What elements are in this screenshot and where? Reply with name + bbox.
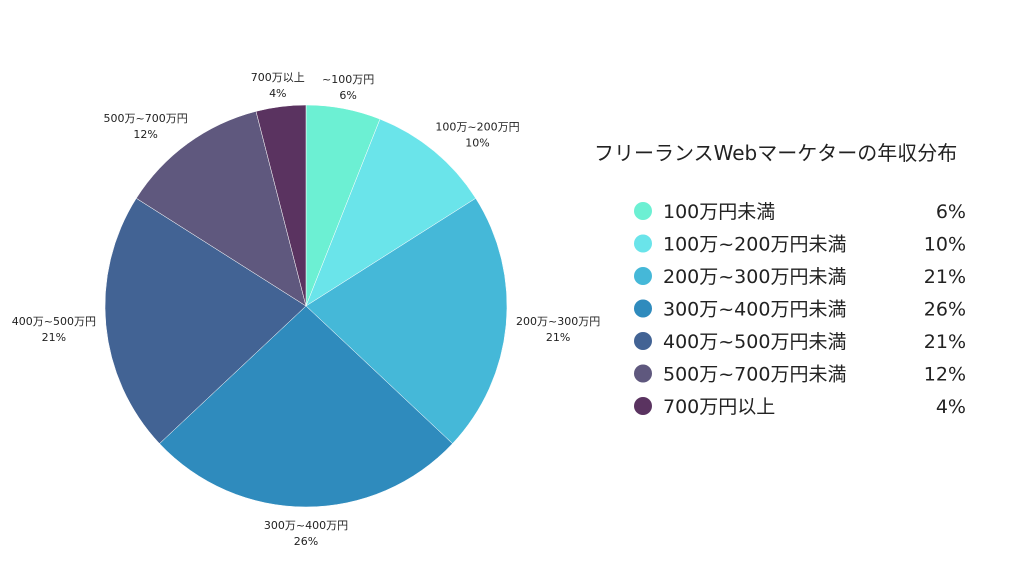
- slice-value-label: 6%: [339, 89, 356, 102]
- legend-swatch: [634, 364, 652, 383]
- pie-slices: [104, 104, 508, 508]
- legend-title: フリーランスWebマーケターの年収分布: [594, 141, 957, 165]
- pie-slice: [305, 197, 508, 444]
- slice-category-label: ~100万円: [322, 73, 374, 86]
- pie-slice: [305, 118, 477, 307]
- slice-value-label: 21%: [42, 331, 66, 344]
- legend-label: 400万~500万円未満: [663, 331, 846, 353]
- slice-value-label: 10%: [465, 137, 489, 150]
- legend-label: 300万~400万円未満: [663, 299, 846, 321]
- legend-value: 12%: [924, 364, 966, 386]
- slice-labels: ~100万円 6% 100万~200万円 10% 200万~300万円 21% 300万~4…: [12, 71, 600, 548]
- slice-category-label: 200万~300万円: [516, 315, 600, 328]
- legend-swatch: [634, 299, 652, 318]
- slice-value-label: 26%: [294, 535, 318, 548]
- slice-category-label: 400万~500万円: [12, 315, 96, 328]
- slice-value-label: 12%: [133, 128, 157, 141]
- pie-slice: [135, 111, 307, 307]
- slice-category-label: 100万~200万円: [435, 121, 519, 134]
- legend-swatch: [634, 202, 652, 220]
- legend-label: 500万~700万円未満: [663, 364, 846, 386]
- legend-label: 100万円未満: [663, 201, 775, 223]
- slice-category-label: 500万~700万円: [104, 112, 188, 125]
- legend: フリーランスWebマーケターの年収分布 100万円未満 6% 100万~200万円未…: [594, 141, 966, 418]
- legend-swatch: [634, 267, 652, 285]
- pie-slice: [104, 197, 307, 444]
- legend-swatch: [634, 397, 652, 415]
- slice-value-label: 21%: [546, 331, 570, 344]
- slice-value-label: 4%: [269, 87, 286, 100]
- legend-label: 700万円以上: [663, 396, 775, 418]
- legend-value: 26%: [924, 299, 966, 321]
- legend-label: 200万~300万円未満: [663, 266, 846, 288]
- legend-value: 21%: [924, 331, 966, 353]
- legend-value: 21%: [924, 266, 966, 288]
- pie-slice: [255, 104, 307, 307]
- legend-value: 10%: [924, 234, 966, 256]
- legend-swatch: [634, 332, 652, 350]
- pie-slice: [159, 305, 453, 508]
- legend-value: 4%: [936, 396, 966, 418]
- legend-label: 100万~200万円未満: [663, 234, 846, 256]
- slice-category-label: 700万以上: [251, 71, 305, 84]
- legend-value: 6%: [936, 201, 966, 223]
- slice-category-label: 300万~400万円: [264, 519, 348, 532]
- legend-swatch: [634, 234, 652, 253]
